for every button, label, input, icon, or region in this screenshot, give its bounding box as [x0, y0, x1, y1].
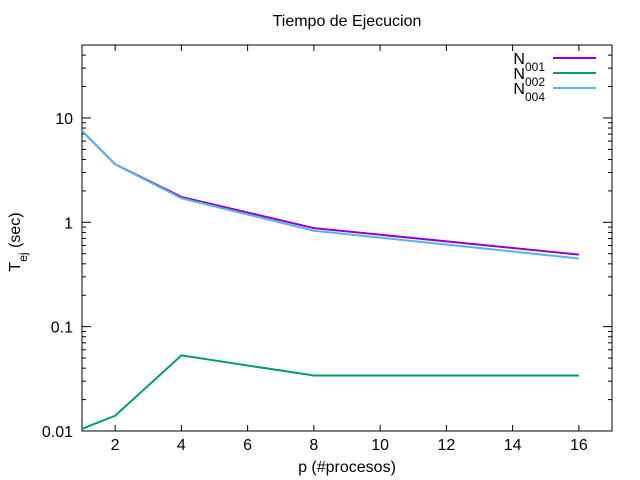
y-tick-label: 0.01 — [42, 424, 73, 441]
y-tick-label: 0.1 — [51, 320, 73, 337]
series-line-004 — [81, 130, 579, 260]
x-tick-label: 10 — [371, 437, 389, 454]
legend-label-001: N001 — [513, 51, 545, 74]
legend-label-base: N — [513, 51, 525, 68]
x-tick-label: 4 — [177, 437, 186, 454]
y-tick-label: 10 — [55, 111, 73, 128]
x-tick-label: 14 — [504, 437, 522, 454]
chart-title: Tiempo de Ejecucion — [273, 13, 422, 30]
legend-label-base: N — [513, 66, 525, 83]
x-tick-label: 6 — [243, 437, 252, 454]
axes: 2 4 6 8 10 12 14 16 0.01 0.1 1 10 — [42, 45, 612, 454]
x-axis-title: p (#procesos) — [298, 459, 396, 476]
x-tick-label: 12 — [437, 437, 455, 454]
x-tick-label: 16 — [570, 437, 588, 454]
legend-label-004: N004 — [513, 81, 545, 104]
legend-label-002: N002 — [513, 66, 545, 89]
legend-label-sub: 002 — [525, 75, 545, 89]
y-axis-title-sub: ej — [16, 252, 30, 261]
series-line-001 — [81, 130, 579, 256]
x-tick-label: 8 — [309, 437, 318, 454]
y-axis-title-suffix: (sec) — [7, 212, 24, 252]
legend-label-sub: 001 — [525, 60, 545, 74]
legend-label-sub: 004 — [525, 90, 545, 104]
legend-label-base: N — [513, 81, 525, 98]
x-tick-label: 2 — [111, 437, 120, 454]
series-lines — [81, 130, 579, 430]
y-axis-title: Tej (sec) — [7, 212, 30, 271]
y-axis-title-base: T — [7, 262, 24, 272]
y-tick-label: 1 — [64, 215, 73, 232]
series-line-002 — [81, 354, 579, 430]
